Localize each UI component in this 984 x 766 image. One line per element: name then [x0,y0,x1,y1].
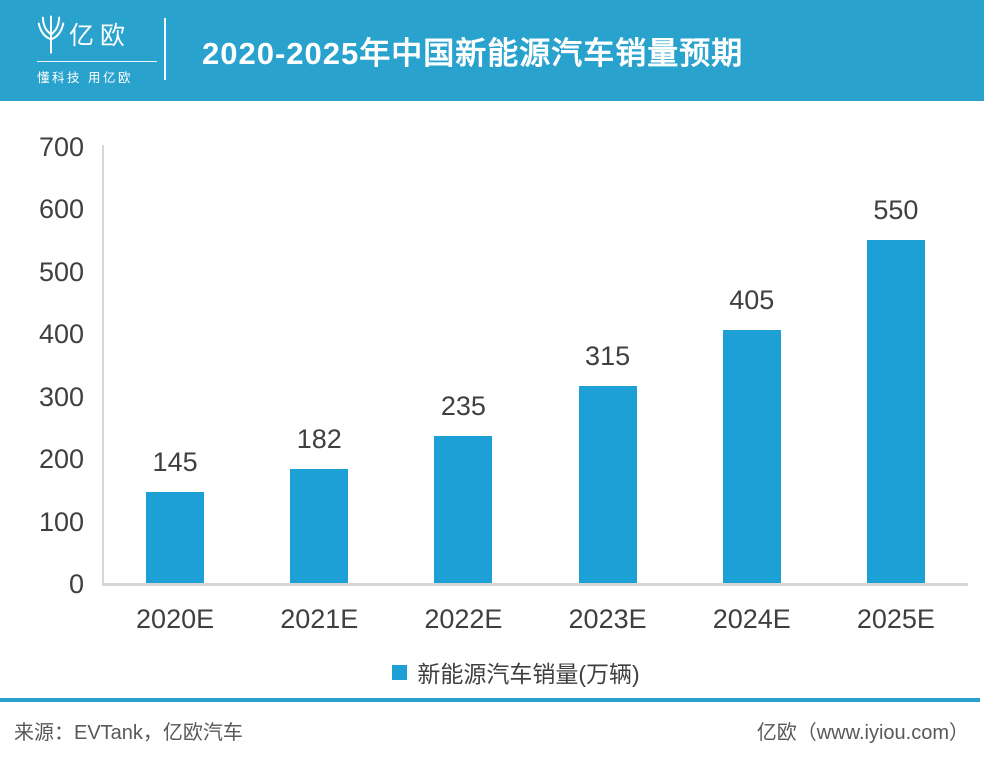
category-label: 2020E [136,604,215,634]
bar-value-label: 145 [152,447,198,478]
bar-value-label: 235 [440,391,486,422]
category-label: 2023E [568,604,647,634]
y-tick-label: 0 [68,569,84,599]
logo-lockup: 亿欧 [37,14,162,54]
legend-label: 新能源汽车销量(万辆) [417,661,640,687]
site-text: 亿欧（www.iyiou.com） [756,722,969,744]
y-tick-label: 500 [38,256,84,287]
bar-value-label: 405 [729,285,775,316]
eo-tree-logo-icon [37,15,65,54]
bar-chart: 0 100 200 300 400 500 600 700 145 2020E 182 2021E 23… [38,132,968,634]
y-tick-label: 300 [38,381,84,412]
y-axis-line [102,145,104,586]
bar-value-label: 182 [296,424,342,455]
y-tick-label: 700 [38,132,84,162]
y-tick-label: 200 [38,444,84,475]
legend-swatch [392,664,408,680]
y-tick-label: 400 [38,319,84,350]
category-label: 2025E [856,604,935,634]
logo-underline [37,61,157,62]
header: 亿欧 懂科技 用亿欧 2020-2025年中国新能源汽车销量预期 [0,0,984,101]
page-title: 2020-2025年中国新能源汽车销量预期 [202,36,744,71]
y-tick-label: 100 [38,506,84,537]
y-tick-label: 600 [38,194,84,225]
footer-divider [0,698,980,702]
category-label: 2022E [424,604,503,634]
bar [578,386,637,583]
category-label: 2024E [712,604,791,634]
footer: 来源：EVTank，亿欧汽车 亿欧（www.iyiou.com） [0,718,984,748]
source-text: 来源：EVTank，亿欧汽车 [14,722,243,744]
logo: 亿欧 懂科技 用亿欧 [37,14,162,86]
bar-value-label: 315 [585,341,631,372]
bar [866,239,925,583]
header-divider [164,18,166,80]
bar [146,492,205,583]
bar-value-label: 550 [873,194,919,225]
logo-tagline: 懂科技 用亿欧 [37,71,133,85]
logo-text: 亿欧 [69,22,132,50]
x-axis-line [102,583,968,586]
bar [434,436,493,583]
legend: 新能源汽车销量(万辆) [103,655,929,689]
bar [722,330,781,583]
category-label: 2021E [280,604,359,634]
bar [290,469,349,583]
